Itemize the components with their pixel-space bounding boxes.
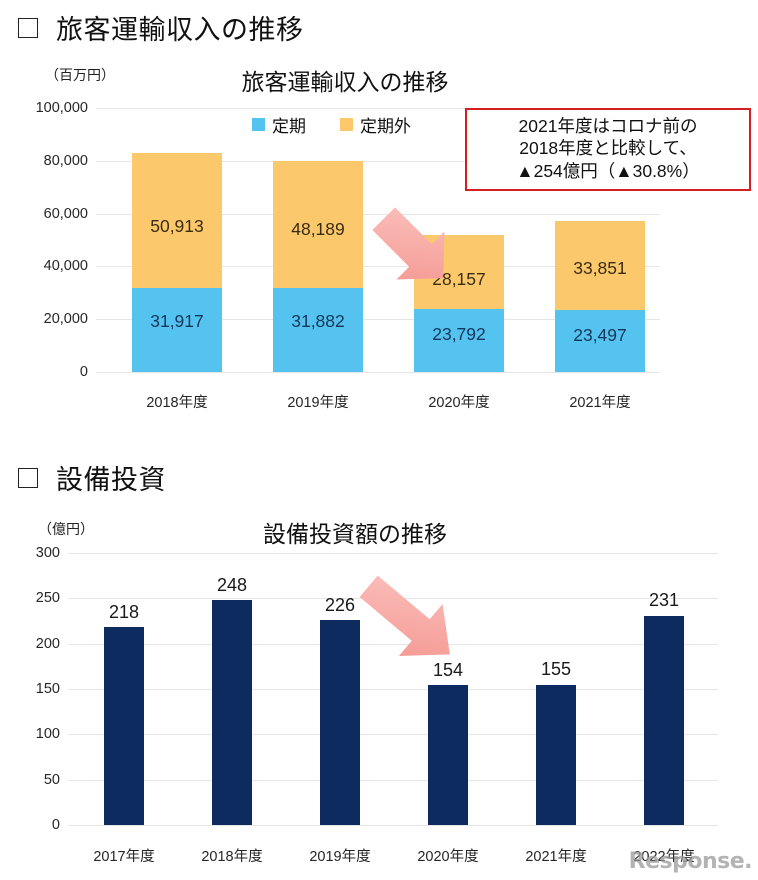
chart1-title: 旅客運輸収入の推移 — [241, 69, 449, 95]
gridline-40000 — [96, 266, 660, 268]
bar-label-teiki-2021: 23,497 — [573, 325, 627, 345]
callout-line-3: ▲254億円（▲30.8%） — [516, 160, 700, 181]
xtick-2018: 2018年度 — [201, 849, 263, 865]
legend-item-teikigai[interactable]: 定期外 — [340, 112, 411, 137]
bar-teikigai-2021[interactable] — [555, 220, 645, 310]
gridline-0 — [96, 372, 660, 373]
bar-label-2017: 218 — [108, 602, 140, 622]
capital-investment-chart: （億円） 設備投資額の推移 218 248 226 154 — [0, 505, 758, 880]
bar-label-teikigai-2018: 50,913 — [150, 216, 204, 236]
bar-label-2020: 154 — [432, 660, 464, 680]
xtick-2019: 2019年度 — [309, 849, 371, 865]
bar-2019[interactable] — [320, 620, 360, 825]
xtick-2018: 2018年度 — [146, 395, 208, 411]
xtick-2017: 2017年度 — [93, 849, 155, 865]
bar-label-teiki-2020: 23,792 — [432, 324, 486, 344]
ytick-200: 200 — [35, 635, 60, 652]
ytick-20000: 20,000 — [43, 311, 88, 328]
chart2-unit-label: （億円） — [38, 521, 94, 537]
chart2-plot-area: 218 248 226 154 155 231 — [68, 553, 718, 826]
xtick-2020: 2020年度 — [428, 395, 490, 411]
down-right-arrow-icon — [359, 575, 450, 657]
gridline-80000 — [96, 160, 660, 162]
bar-teiki-2020[interactable] — [414, 309, 504, 372]
gridline-0 — [68, 825, 718, 826]
ytick-50: 50 — [43, 771, 60, 788]
bar-label-teiki-2018: 31,917 — [150, 311, 204, 331]
gridline-20000 — [96, 319, 660, 321]
ytick-0: 0 — [51, 817, 60, 833]
section-header-capital-investment: 設備投資 — [18, 458, 166, 497]
legend-swatch-teikigai — [340, 118, 353, 131]
ytick-150: 150 — [35, 681, 60, 697]
xtick-2022: 2022年度 — [633, 849, 695, 865]
bar-label-teikigai-2020: 28,157 — [432, 269, 486, 289]
gridline-150 — [68, 689, 718, 690]
ytick-0: 0 — [79, 364, 88, 380]
ytick-40000: 40,000 — [43, 258, 88, 275]
section-title: 旅客運輸収入の推移 — [56, 15, 304, 45]
xtick-2020: 2020年度 — [417, 849, 479, 865]
ytick-60000: 60,000 — [43, 205, 88, 222]
chart1-unit-label: （百万円） — [45, 67, 115, 83]
bar-label-teiki-2019: 31,882 — [291, 311, 345, 331]
bar-label-2021: 155 — [540, 659, 572, 679]
square-outline-icon — [18, 467, 38, 488]
legend-item-teiki[interactable]: 定期 — [252, 112, 306, 137]
xtick-2021: 2021年度 — [525, 849, 587, 865]
ytick-300: 300 — [35, 545, 60, 561]
bar-2021[interactable] — [536, 684, 576, 825]
callout-line-2: 2018年度と比較して、 — [519, 138, 697, 159]
ytick-100: 100 — [35, 726, 60, 743]
ytick-100000: 100,000 — [35, 100, 88, 116]
xtick-2021: 2021年度 — [569, 395, 631, 411]
bar-2018[interactable] — [212, 600, 252, 825]
bar-label-teikigai-2021: 33,851 — [573, 258, 627, 278]
chart1-legend: 定期 定期外 — [252, 112, 411, 137]
bar-label-2019: 226 — [324, 595, 356, 615]
callout-line-1: 2021年度はコロナ前の — [518, 116, 698, 136]
gridline-60000 — [96, 213, 660, 215]
gridline-50 — [68, 779, 718, 781]
chart1-plot-area: 50,913 31,917 48,189 31,882 28,157 23,79… — [96, 108, 660, 373]
bar-label-2022: 231 — [648, 590, 680, 610]
square-outline-icon — [18, 17, 38, 38]
gridline-200 — [68, 643, 718, 645]
down-right-arrow-icon — [372, 207, 445, 280]
bar-2020[interactable] — [428, 685, 468, 825]
xtick-2019: 2019年度 — [287, 395, 349, 411]
bar-2022[interactable] — [644, 615, 684, 825]
passenger-revenue-chart: （百万円） 旅客運輸収入の推移 定期 定期外 50,913 — [0, 55, 758, 411]
gridline-300 — [68, 553, 718, 554]
bar-teiki-2021[interactable] — [555, 310, 645, 372]
legend-label-teiki: 定期 — [272, 117, 306, 136]
bar-label-2018: 248 — [216, 575, 248, 595]
legend-label-teikigai: 定期外 — [360, 117, 411, 136]
gridline-100000 — [96, 108, 660, 109]
gridline-100 — [68, 734, 718, 736]
bar-teikigai-2019[interactable] — [273, 160, 363, 288]
legend-swatch-teiki — [252, 118, 265, 131]
callout-box: 2021年度はコロナ前の 2018年度と比較して、 ▲254億円（▲30.8%） — [465, 108, 751, 192]
watermark: Response. — [628, 849, 753, 874]
bar-teiki-2018[interactable] — [132, 287, 222, 372]
ytick-250: 250 — [35, 590, 60, 607]
ytick-80000: 80,000 — [43, 152, 88, 169]
chart2-title: 設備投資額の推移 — [263, 521, 447, 547]
section-header-passenger-revenue: 旅客運輸収入の推移 — [18, 8, 304, 47]
bar-teiki-2019[interactable] — [273, 287, 363, 372]
bar-label-teikigai-2019: 48,189 — [291, 219, 345, 239]
section-title: 設備投資 — [56, 465, 166, 495]
bar-2017[interactable] — [104, 627, 144, 825]
bar-teikigai-2018[interactable] — [132, 153, 222, 288]
